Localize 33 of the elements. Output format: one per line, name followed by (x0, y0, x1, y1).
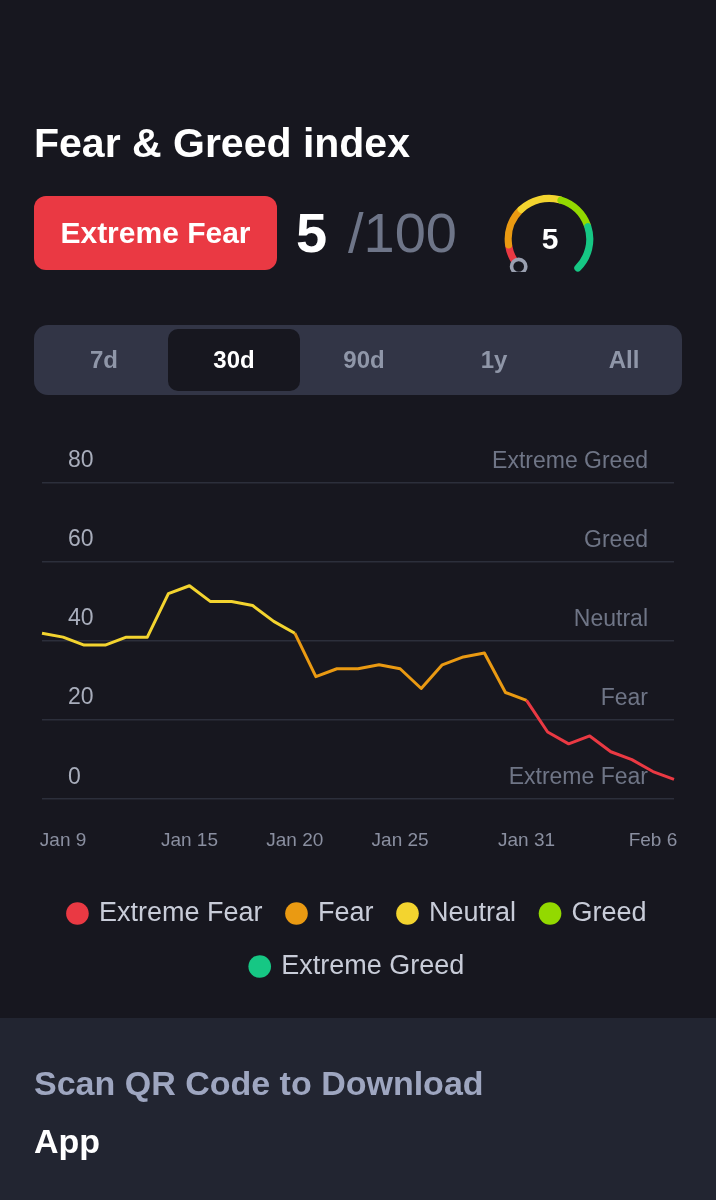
text: 7d (89, 345, 119, 375)
legend-label: Neutral (428, 896, 517, 927)
x-tick-label: Jan 20 (266, 828, 324, 850)
annotation: Greed (584, 525, 648, 552)
legend-label: Greed (571, 896, 647, 927)
legend-label: Extreme Fear (98, 896, 263, 927)
y-tick-label: 80 (68, 446, 94, 473)
text: Extreme Greed (492, 446, 648, 473)
text: Extreme Fear (34, 196, 277, 270)
text: 5 (296, 200, 328, 265)
legend-label: Fear (317, 896, 374, 927)
y-tick-label: 40 (68, 604, 94, 631)
chart-title: Fear & Greed index (34, 120, 410, 167)
y-tick-label: 20 (68, 683, 94, 710)
text: 1y (479, 345, 509, 375)
text: /100 (348, 200, 457, 265)
y-tick-label: 0 (68, 762, 81, 789)
legend-label: Extreme Greed (281, 949, 465, 980)
annotation: Fear (600, 683, 649, 710)
annotation: Neutral (573, 604, 648, 631)
text: App (34, 1122, 101, 1161)
y-tick-label: 60 (68, 525, 94, 552)
x-tick-label: Jan 25 (371, 828, 429, 850)
text: 90d (342, 345, 386, 375)
x-tick-label: Jan 15 (160, 828, 218, 850)
text: 5 (540, 222, 560, 256)
x-tick-label: Jan 31 (498, 828, 556, 850)
x-tick-label: Feb 6 (628, 828, 678, 850)
text: Scan QR Code to Download (34, 1064, 484, 1103)
text: All (607, 345, 641, 375)
x-tick-label: Jan 9 (39, 828, 87, 850)
annotation: Extreme Fear (508, 763, 649, 790)
text: 30d (168, 329, 300, 391)
